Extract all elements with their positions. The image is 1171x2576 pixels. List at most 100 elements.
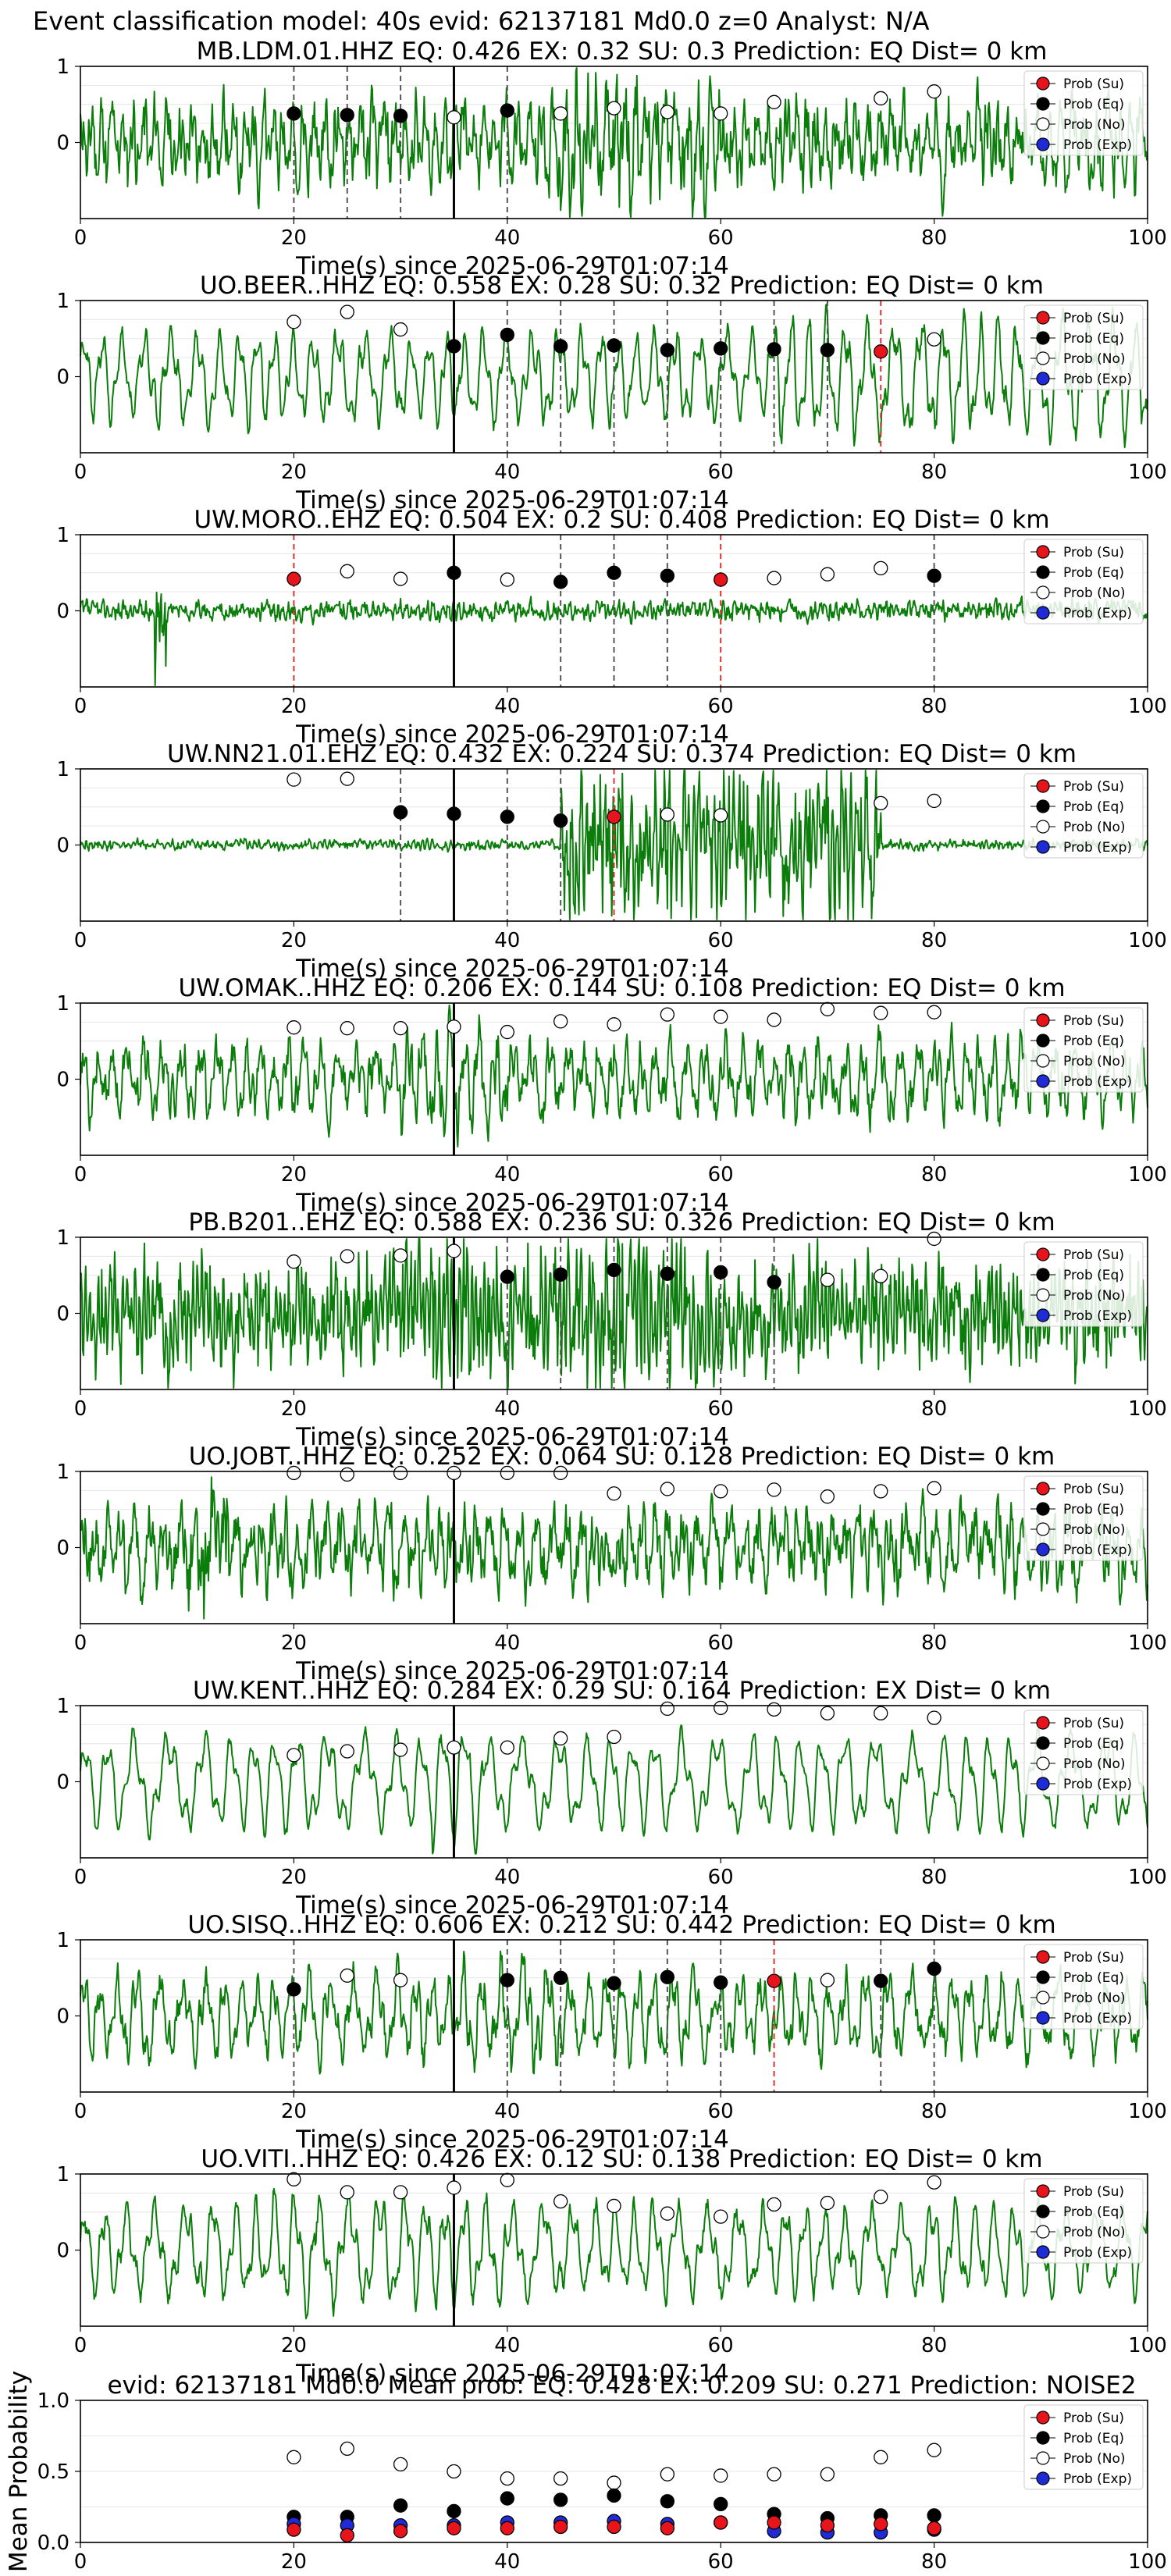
mean-point-no — [287, 2450, 301, 2464]
prob-point-su — [874, 344, 888, 359]
prob-point-eq — [447, 806, 461, 821]
prob-point-no — [393, 1973, 408, 1987]
x-tick-label: 0 — [74, 1397, 87, 1421]
legend-label: Prob (Eq) — [1063, 97, 1124, 112]
mean-point-su — [874, 2517, 888, 2532]
legend-label: Prob (No) — [1063, 117, 1126, 133]
waveform-trace — [80, 303, 1148, 449]
mean-point-no — [393, 2457, 408, 2472]
mean-point-su — [340, 2528, 354, 2543]
panel-title: evid: 62137181 Md0.0 Mean prob: EQ: 0.42… — [107, 2371, 1136, 2400]
legend-label: Prob (Su) — [1063, 1482, 1124, 1497]
x-tick-label: 20 — [281, 2550, 307, 2574]
legend-marker-su — [1036, 2184, 1050, 2198]
panel-7: UO.JOBT..HHZ EQ: 0.252 EX: 0.064 SU: 0.1… — [56, 1443, 1166, 1685]
x-tick-label: 80 — [921, 461, 947, 484]
y-tick-label: 0.0 — [37, 2532, 69, 2555]
x-axis-label: Time(s) since 2025-06-29T01:07:14 — [295, 486, 729, 514]
prob-point-no — [340, 771, 354, 786]
prob-point-no — [714, 808, 728, 823]
prob-point-eq — [660, 1969, 674, 1984]
prob-point-no — [767, 1702, 781, 1717]
legend-marker-eq — [1036, 1502, 1050, 1516]
prob-point-no — [660, 2206, 674, 2221]
legend-marker-exp — [1036, 1074, 1050, 1088]
prob-point-no — [393, 1248, 408, 1263]
x-tick-label: 40 — [494, 2550, 520, 2574]
prob-point-no — [767, 2197, 781, 2212]
prob-point-no — [447, 1465, 461, 1481]
legend-label: Prob (No) — [1063, 1756, 1126, 1772]
prob-point-eq — [820, 343, 835, 358]
mean-point-no — [714, 2468, 728, 2483]
prob-point-no — [553, 106, 568, 121]
prob-point-no — [287, 1254, 301, 1269]
legend-box — [1023, 70, 1144, 156]
x-tick-label: 40 — [494, 2334, 520, 2357]
prob-point-no — [660, 807, 674, 822]
x-tick-label: 20 — [281, 226, 307, 250]
x-tick-label: 100 — [1128, 461, 1167, 484]
x-tick-label: 80 — [921, 1866, 947, 1889]
x-tick-label: 20 — [281, 1866, 307, 1889]
prob-point-no — [553, 1465, 568, 1481]
x-tick-label: 80 — [921, 695, 947, 718]
mean-point-no — [607, 2475, 621, 2490]
legend-marker-no — [1036, 1991, 1050, 2005]
mean-point-eq — [447, 2503, 461, 2519]
prob-point-eq — [340, 108, 354, 123]
panel-title: UO.BEER..HHZ EQ: 0.558 EX: 0.28 SU: 0.32… — [200, 272, 1044, 300]
prob-point-no — [340, 304, 354, 319]
prob-point-no — [287, 772, 301, 787]
mean-point-su — [447, 2521, 461, 2535]
panel-title: PB.B201..EHZ EQ: 0.588 EX: 0.236 SU: 0.3… — [188, 1208, 1055, 1236]
y-tick-label: 1 — [56, 1929, 69, 1952]
prob-point-no — [447, 1019, 461, 1034]
x-tick-label: 60 — [708, 461, 734, 484]
y-tick-label: 0 — [56, 2240, 69, 2263]
x-axis-label: Time(s) since 2025-06-29T01:07:14 — [295, 2126, 729, 2154]
legend-label: Prob (Exp) — [1063, 2011, 1132, 2026]
legend-marker-no — [1036, 820, 1050, 834]
prob-point-eq — [714, 1975, 728, 1990]
prob-point-no — [500, 1740, 514, 1755]
mean-point-no — [820, 2467, 835, 2482]
prob-point-no — [500, 1465, 514, 1481]
x-tick-label: 100 — [1128, 929, 1167, 952]
y-tick-label: 0 — [56, 1771, 69, 1795]
prob-point-no — [927, 2175, 941, 2190]
legend-label: Prob (Su) — [1063, 76, 1124, 92]
prob-point-eq — [714, 1265, 728, 1279]
x-tick-label: 100 — [1128, 1631, 1167, 1655]
prob-point-no — [767, 94, 781, 109]
y-tick-label: 1 — [56, 1226, 69, 1250]
prob-point-no — [607, 1486, 621, 1501]
legend-label: Prob (No) — [1063, 1991, 1126, 2006]
legend-marker-no — [1036, 351, 1050, 365]
x-tick-label: 0 — [74, 2550, 87, 2574]
y-tick-label: 1.0 — [37, 2389, 69, 2413]
prob-point-no — [660, 1701, 674, 1717]
legend-label: Prob (Exp) — [1063, 1542, 1132, 1558]
legend-marker-su — [1036, 1013, 1050, 1027]
legend-box — [1023, 2178, 1144, 2264]
figure-title: Event classification model: 40s evid: 62… — [33, 6, 930, 36]
panel-title: UW.OMAK..HHZ EQ: 0.206 EX: 0.144 SU: 0.1… — [178, 974, 1065, 1002]
prob-point-no — [874, 2190, 888, 2204]
x-tick-label: 100 — [1128, 695, 1167, 718]
prob-point-eq — [874, 1973, 888, 1988]
x-tick-label: 60 — [708, 1866, 734, 1889]
legend-label: Prob (Exp) — [1063, 2471, 1132, 2487]
prob-point-no — [767, 571, 781, 585]
prob-point-no — [393, 1465, 408, 1481]
legend-marker-no — [1036, 2451, 1050, 2465]
x-tick-label: 100 — [1128, 226, 1167, 250]
prob-point-no — [660, 1007, 674, 1022]
panel-5: UW.OMAK..HHZ EQ: 0.206 EX: 0.144 SU: 0.1… — [56, 974, 1166, 1217]
prob-point-no — [607, 1017, 621, 1032]
legend-box — [1023, 1944, 1144, 2030]
prob-point-no — [874, 1268, 888, 1283]
mean-point-no — [927, 2443, 941, 2457]
legend-label: Prob (Su) — [1063, 545, 1124, 560]
legend-label: Prob (Su) — [1063, 1950, 1124, 1966]
